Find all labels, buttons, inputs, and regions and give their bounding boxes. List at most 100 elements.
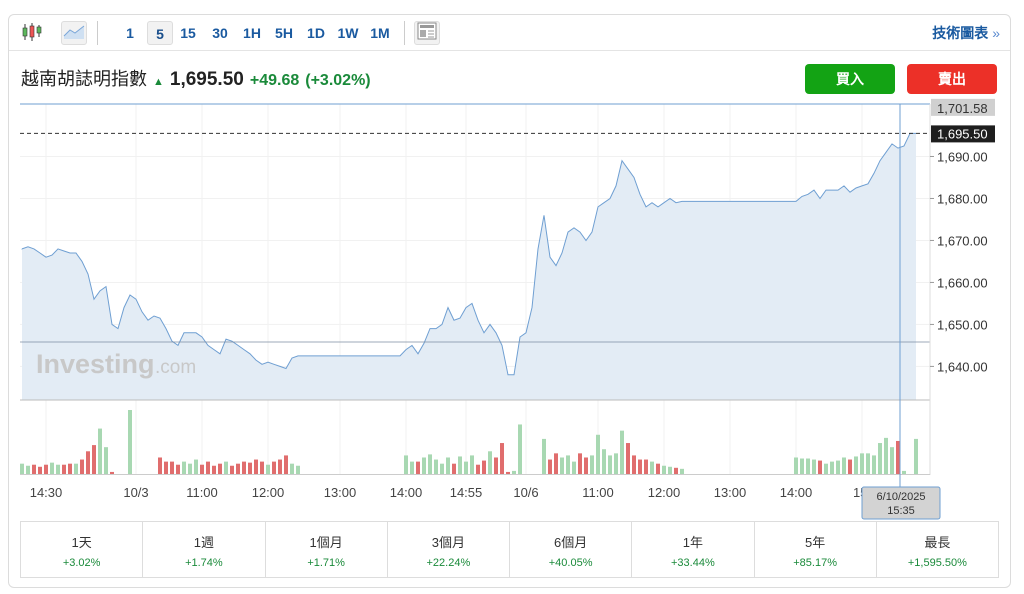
volume-bar (68, 463, 72, 474)
period-label: 1週 (193, 535, 214, 550)
volume-bar (512, 470, 516, 474)
performance-cell[interactable]: 3個月 +22.24% (388, 522, 510, 577)
volume-bar (290, 463, 294, 474)
price-chart[interactable]: Investing .com 1,640.00 1,650.00 1,660.00 1,6… (0, 0, 1024, 520)
volume-bar (668, 466, 672, 474)
volume-bar (446, 457, 450, 474)
volume-bar (80, 459, 84, 474)
y-tick-label: 1,640.00 (937, 359, 988, 374)
up-arrow-icon: ▲ (153, 76, 164, 88)
interval-5[interactable]: 5 (147, 21, 173, 45)
news-layout-icon[interactable] (414, 21, 440, 45)
crosshair-date-badge (861, 486, 941, 520)
technical-chart-link[interactable]: 技術圖表» (932, 23, 1000, 43)
volume-bar (560, 457, 564, 474)
volume-bar (188, 463, 192, 474)
volume-bar (272, 461, 276, 474)
last-price: 1,695.50 (169, 69, 244, 90)
buy-button[interactable]: 買入 (805, 64, 895, 94)
x-tick-label: 13:00 (714, 485, 747, 500)
volume-bar (422, 457, 426, 474)
volume-bar (620, 430, 624, 474)
chart-toolbar: 1 5 15 30 1H 5H 1D 1W 1M 技術圖表» (9, 15, 1010, 51)
volume-bar (554, 453, 558, 474)
period-change: +1.71% (307, 557, 345, 569)
volume-bar (602, 449, 606, 474)
volume-bar (866, 453, 870, 474)
volume-bar (158, 457, 162, 474)
volume-bar (566, 455, 570, 474)
volume-bar (98, 428, 102, 474)
volume-bar (872, 455, 876, 474)
volume-bar (884, 437, 888, 474)
performance-cell[interactable]: 6個月 +40.05% (510, 522, 633, 577)
performance-cell[interactable]: 1天 +3.02% (21, 522, 144, 577)
volume-bar (404, 455, 408, 474)
performance-cell[interactable]: 5年 +85.17% (755, 522, 877, 577)
instrument-header: 越南胡誌明指數 ▲ 1,695.50 +49.68 (+3.02%) (21, 65, 371, 91)
volume-bar (242, 461, 246, 474)
last-price-label: 1,695.50 (937, 126, 988, 141)
interval-1W[interactable]: 1W (337, 25, 359, 41)
interval-30[interactable]: 30 (212, 25, 228, 41)
x-tick-label: 14:00 (390, 485, 423, 500)
volume-bar (848, 459, 852, 474)
period-change: +3.02% (62, 557, 101, 569)
volume-bar (416, 461, 420, 474)
volume-bar (26, 465, 30, 474)
performance-cell[interactable]: 1年 +33.44% (632, 522, 755, 577)
volume-bar (236, 463, 240, 474)
volume-bar (818, 460, 822, 474)
volume-bar (644, 459, 648, 474)
volume-bar (650, 461, 654, 474)
volume-bar (50, 462, 54, 474)
period-label: 3個月 (431, 535, 465, 550)
volume-bar (44, 464, 48, 474)
interval-1M[interactable]: 1M (370, 25, 390, 41)
volume-bar (494, 457, 498, 474)
x-tick-label: 11:00 (582, 485, 614, 500)
volume-bar (488, 451, 492, 474)
price-area-fill (22, 133, 916, 400)
interval-1H[interactable]: 1H (243, 25, 261, 41)
volume-bar (482, 460, 486, 474)
volume-bar (860, 453, 864, 474)
volume-bar (164, 461, 168, 474)
volume-bar (608, 455, 612, 474)
volume-bar (584, 457, 588, 474)
volume-bar (614, 453, 618, 474)
investing-logo-suffix: .com (155, 357, 196, 378)
volume-bar (110, 471, 114, 474)
volume-bar (578, 453, 582, 474)
interval-1[interactable]: 1 (126, 25, 134, 41)
x-tick-label: 13:00 (324, 485, 357, 500)
y-tick-label: 1,660.00 (937, 275, 988, 290)
performance-cell[interactable]: 1週 +1.74% (143, 522, 266, 577)
sell-button[interactable]: 賣出 (907, 64, 997, 94)
volume-bar (248, 462, 252, 474)
volume-bar (452, 463, 456, 474)
price-line (21, 132, 916, 376)
candlestick-icon[interactable] (19, 21, 45, 45)
performance-cell[interactable]: 最長 +1,595.50% (877, 522, 998, 577)
volume-bar (260, 461, 264, 474)
volume-bar (32, 464, 36, 474)
volume-bar (476, 464, 480, 474)
interval-5H[interactable]: 5H (275, 25, 293, 41)
volume-bar (464, 461, 468, 474)
volume-bar (800, 458, 804, 474)
volume-bar (794, 457, 798, 474)
volume-bar (428, 454, 432, 474)
volume-bar (458, 456, 462, 474)
performance-cell[interactable]: 1個月 +1.71% (266, 522, 388, 577)
area-chart-icon[interactable] (61, 21, 87, 45)
volume-bar (590, 455, 594, 474)
volume-bar (182, 461, 186, 474)
volume-bar (20, 463, 24, 474)
volume-bar (878, 443, 882, 474)
volume-bar (104, 447, 108, 474)
interval-1D[interactable]: 1D (307, 25, 325, 41)
period-label: 5年 (805, 535, 826, 550)
volume-bar (632, 455, 636, 474)
interval-15[interactable]: 15 (180, 25, 196, 41)
